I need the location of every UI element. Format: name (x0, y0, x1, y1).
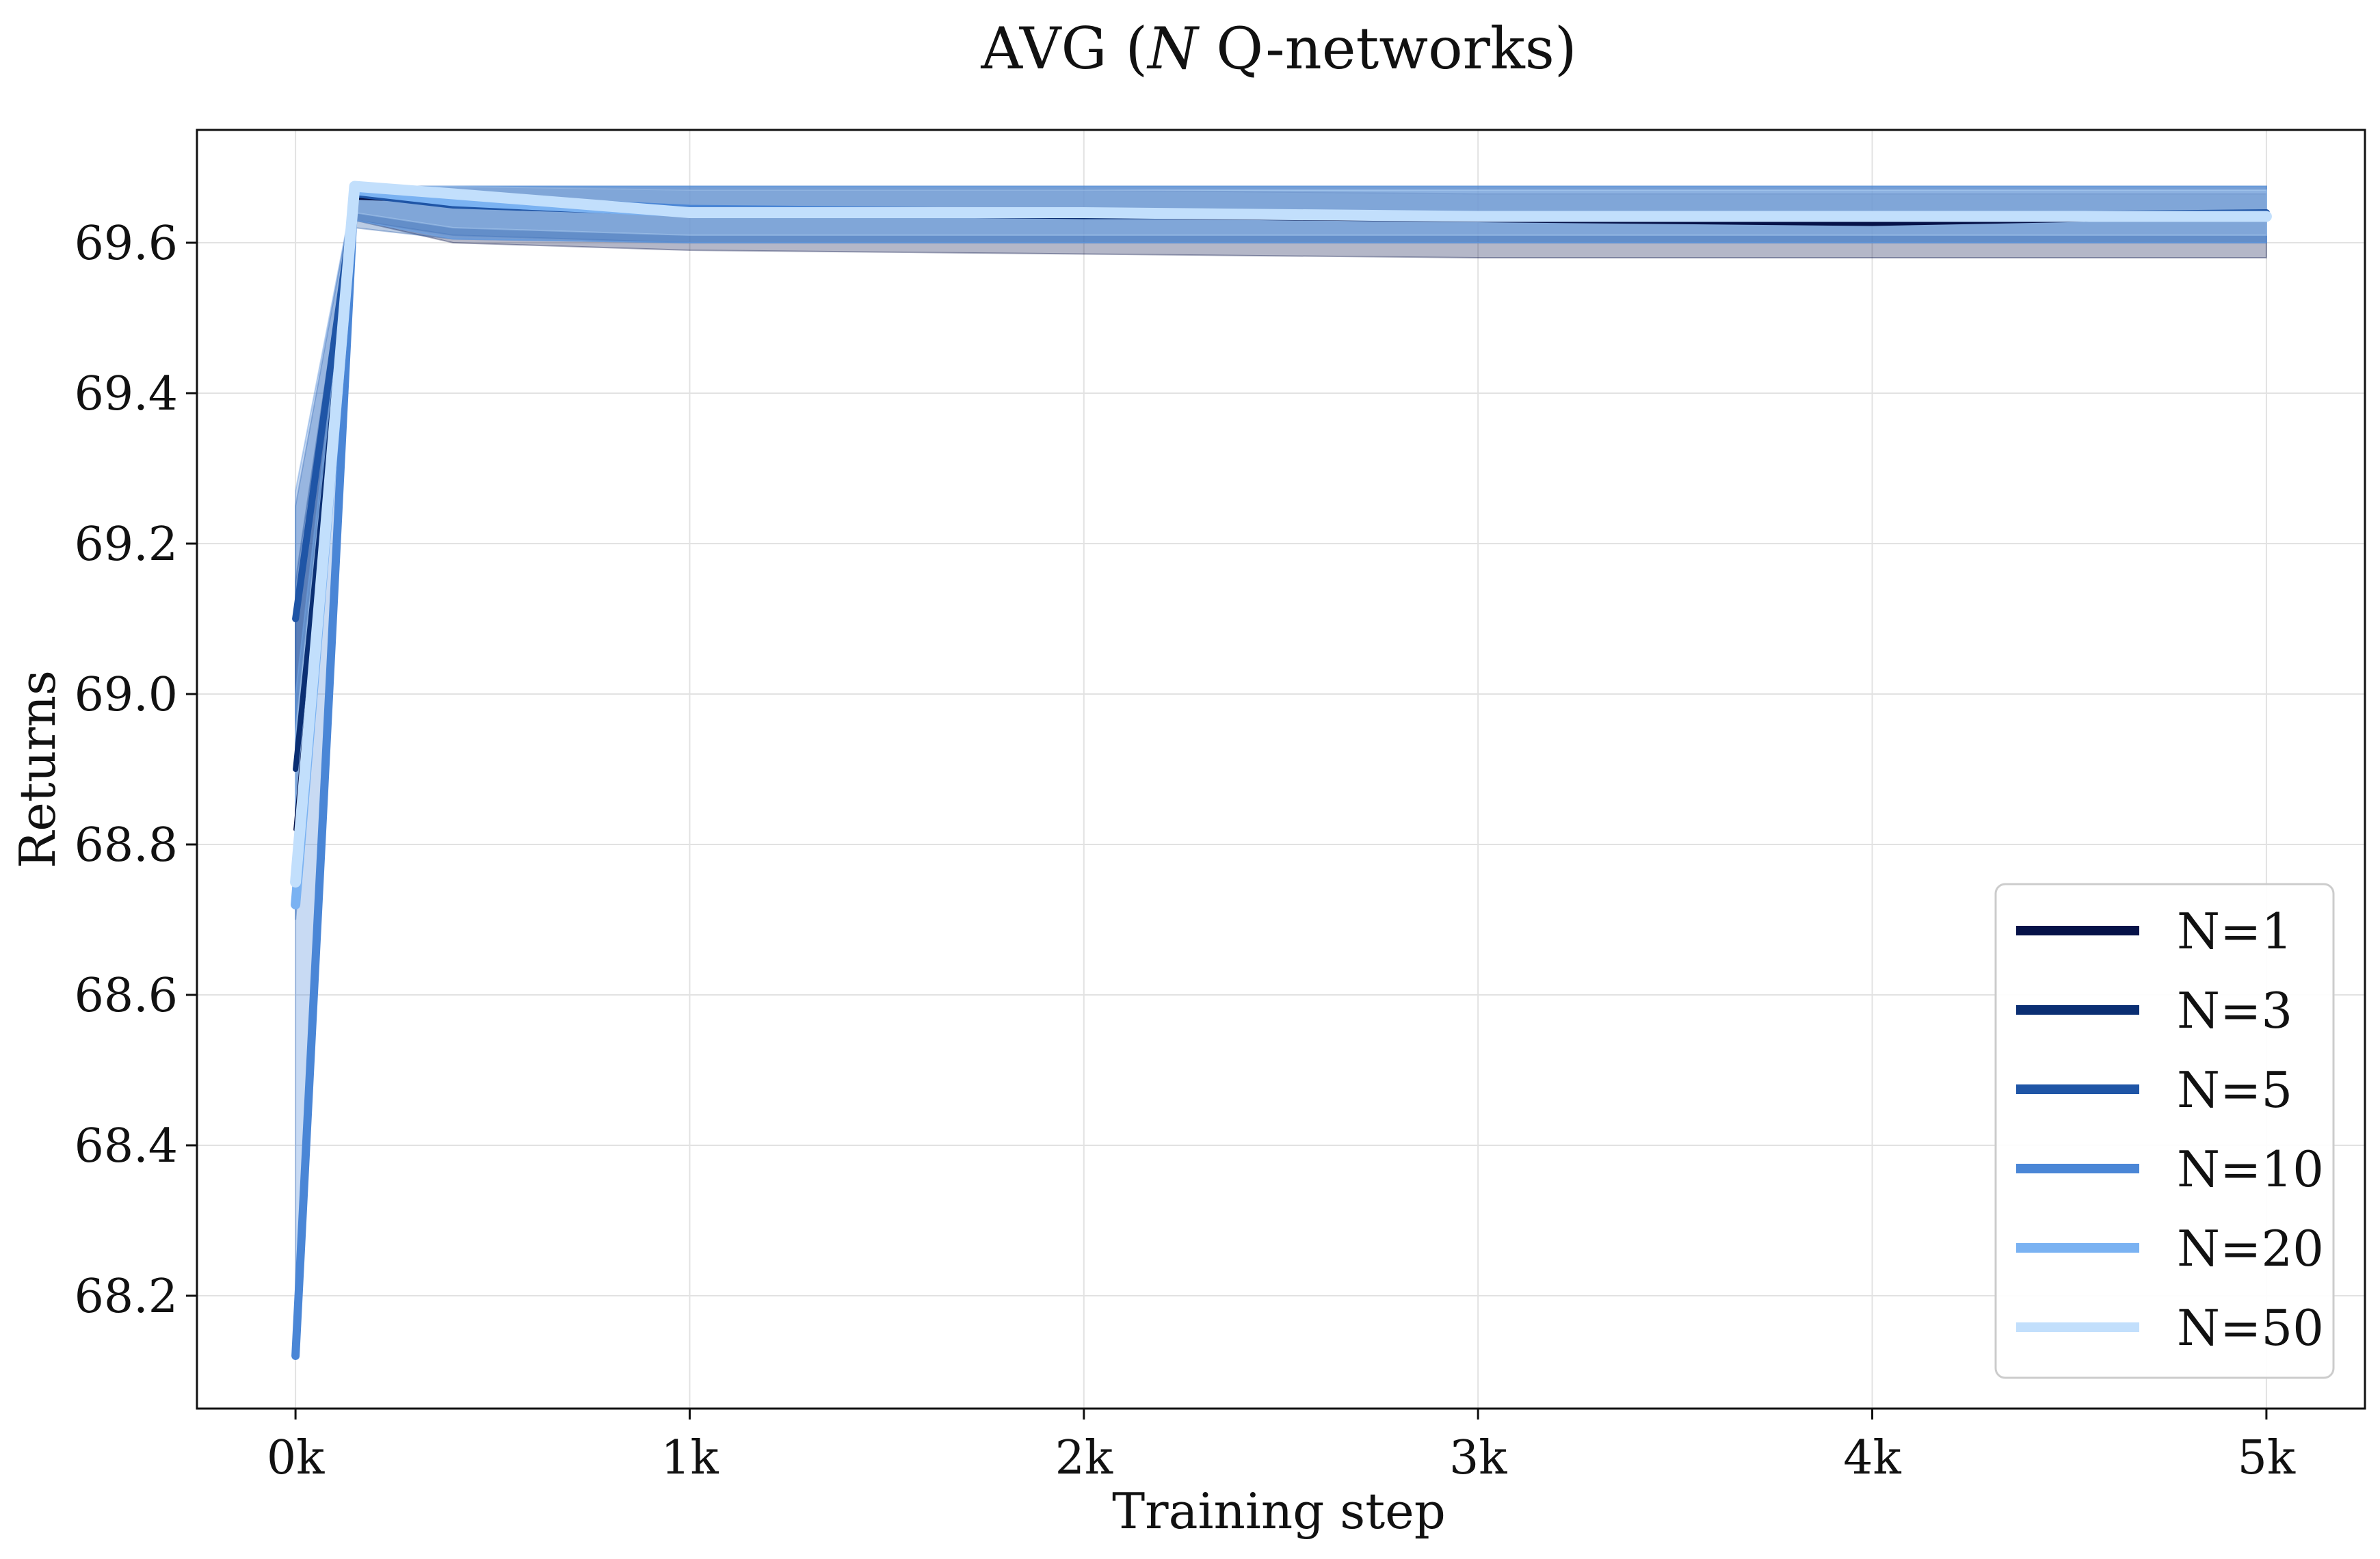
x-tick-label: 4k (1843, 1431, 1901, 1485)
legend-label: N=1 (2177, 903, 2292, 960)
band-series-1 (295, 185, 2267, 920)
y-tick-label: 68.8 (75, 818, 178, 872)
legend-label: N=10 (2177, 1141, 2324, 1198)
x-tick-label: 5k (2238, 1431, 2296, 1485)
axis-ticks: 0k 1k 2k 3k 4k 5k 68.2 68.4 68.6 68.8 69.0 69.2 69.4… (75, 217, 2296, 1485)
line-series-2 (293, 191, 2269, 772)
legend-label: N=3 (2177, 982, 2292, 1039)
legend: N=1 N=3 N=5 N=10 N=20 N=50 (1994, 883, 2335, 1379)
legend-label: N=50 (2177, 1299, 2324, 1357)
series-lines (290, 181, 2272, 1360)
band-series-2 (295, 185, 2267, 883)
x-tick-label: 1k (661, 1431, 719, 1485)
band-series-5 (295, 185, 2267, 920)
line-series-1 (293, 196, 2269, 831)
x-tick-label: 0k (267, 1431, 325, 1485)
confidence-bands (295, 185, 2267, 1357)
y-tick-label: 68.4 (75, 1119, 178, 1173)
chart-title: AVG (N Q-networks) (980, 15, 1576, 82)
band-series-3 (295, 185, 2267, 845)
line-series-5 (291, 185, 2271, 909)
y-axis-label: Returns (9, 670, 66, 868)
y-tick-label: 69.6 (75, 217, 178, 271)
grid (197, 130, 2365, 1409)
y-tick-label: 69.2 (75, 518, 178, 572)
y-tick-label: 68.6 (75, 969, 178, 1023)
line-series-6 (290, 181, 2272, 888)
plot-frame (196, 129, 2366, 1410)
x-tick-label: 2k (1055, 1431, 1113, 1485)
legend-label: N=20 (2177, 1220, 2324, 1277)
band-series-6 (295, 185, 2267, 890)
legend-label: N=5 (2177, 1061, 2292, 1119)
y-tick-label: 68.2 (75, 1270, 178, 1324)
y-tick-label: 69.4 (75, 367, 178, 421)
x-axis-label: Training step (1112, 1482, 1446, 1540)
x-tick-label: 3k (1449, 1431, 1507, 1485)
y-tick-label: 69.0 (75, 668, 178, 722)
band-series-4 (295, 185, 2267, 1357)
line-series-4 (291, 186, 2271, 1360)
